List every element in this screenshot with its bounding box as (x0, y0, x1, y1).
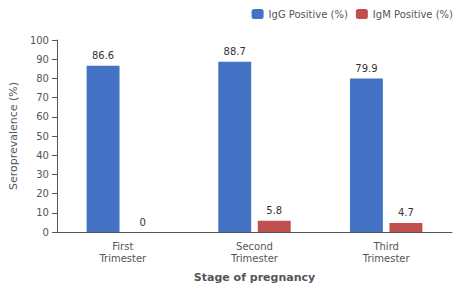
svg-text:IgM Positive (%): IgM Positive (%) (373, 9, 453, 20)
svg-text:79.9: 79.9 (355, 63, 377, 74)
svg-text:70: 70 (36, 92, 49, 103)
svg-text:0: 0 (139, 217, 145, 228)
svg-text:50: 50 (36, 131, 49, 142)
svg-text:40: 40 (36, 150, 49, 161)
svg-text:Trimester: Trimester (230, 253, 279, 264)
svg-text:5.8: 5.8 (266, 205, 282, 216)
svg-text:30: 30 (36, 169, 49, 180)
svg-text:Seroprevalence (%): Seroprevalence (%) (7, 82, 20, 190)
svg-text:10: 10 (36, 207, 49, 218)
svg-text:80: 80 (36, 73, 49, 84)
svg-text:88.7: 88.7 (224, 46, 246, 57)
svg-text:4.7: 4.7 (398, 207, 414, 218)
svg-text:60: 60 (36, 111, 49, 122)
svg-text:IgG Positive (%): IgG Positive (%) (269, 9, 348, 20)
svg-text:Trimester: Trimester (98, 253, 147, 264)
svg-text:100: 100 (30, 35, 49, 46)
svg-text:0: 0 (43, 227, 49, 238)
svg-text:First: First (112, 241, 133, 252)
svg-text:20: 20 (36, 188, 49, 199)
svg-text:Second: Second (236, 241, 273, 252)
svg-text:Stage of pregnancy: Stage of pregnancy (194, 271, 315, 284)
svg-text:Third: Third (372, 241, 399, 252)
svg-text:90: 90 (36, 54, 49, 65)
svg-text:86.6: 86.6 (92, 50, 114, 61)
svg-text:Trimester: Trimester (362, 253, 411, 264)
